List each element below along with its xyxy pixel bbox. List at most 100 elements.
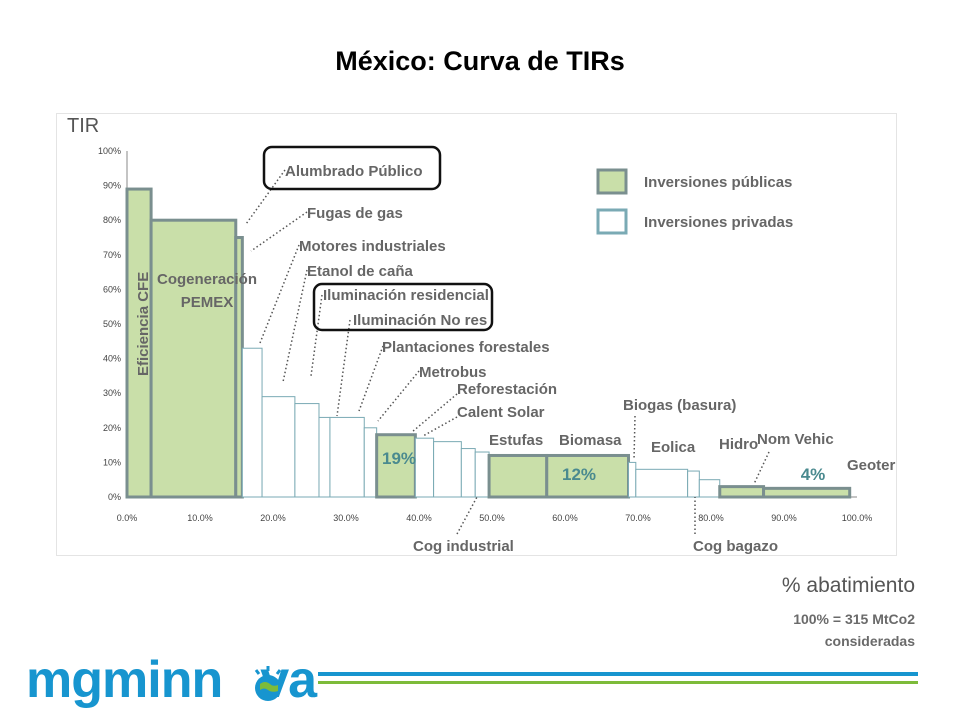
bar-8 — [363, 427, 378, 498]
bar-21 — [762, 486, 852, 499]
bar-20 — [718, 485, 766, 499]
y-tick-labels: 0% 10% 20% 30% 40% 50% 60% 70% 80% 90% 100% — [98, 146, 121, 502]
label-2: Motores industriales — [299, 238, 446, 255]
bar-10 — [414, 437, 435, 498]
leader-line-5 — [336, 319, 351, 417]
bar-value-labels: 19% 12% 4% — [382, 449, 825, 484]
bar-value-2: 4% — [801, 465, 826, 484]
label-15: Nom Vehic — [757, 431, 834, 448]
logo-text-inn: inn — [147, 651, 223, 709]
bar-14 — [487, 453, 549, 499]
x-tick-2: 20.0% — [260, 513, 286, 523]
label-1: Fugas de gas — [307, 205, 403, 222]
label-17: Cog industrial — [413, 538, 514, 555]
y-tick-2: 20% — [103, 423, 121, 433]
globe-sun-icon — [254, 666, 282, 701]
bar-1 — [149, 218, 238, 499]
footer-rule-green — [318, 681, 918, 684]
leader-line-1 — [250, 211, 308, 252]
legend-swatch-1 — [596, 208, 628, 235]
bar-18 — [687, 470, 700, 498]
bar-5 — [294, 403, 320, 498]
bar-11 — [433, 441, 462, 498]
leader-line-0 — [245, 169, 286, 225]
category-labels: Alumbrado Público Fugas de gas Motores ind… — [135, 163, 896, 555]
legend: Inversiones públicas Inversiones privadas — [596, 168, 793, 235]
bar-3 — [241, 347, 263, 498]
label-13: Eolica — [651, 439, 696, 456]
x-tick-labels: 0.0% 10.0% 20.0% 30.0% 40.0% 50.0% 60.0% 70.0% 8… — [117, 513, 873, 523]
label-11: Biomasa — [559, 432, 622, 449]
x-axis-note-line2: consideradas — [824, 633, 915, 649]
x-tick-6: 60.0% — [552, 513, 578, 523]
y-tick-3: 30% — [103, 388, 121, 398]
y-tick-9: 90% — [103, 181, 121, 191]
slide-title: México: Curva de TIRs — [335, 46, 625, 76]
legend-swatch-0 — [596, 168, 628, 195]
label-8: Reforestación — [457, 381, 557, 398]
label-14: Hidro — [719, 436, 758, 453]
leader-line-17 — [456, 496, 478, 535]
footer-rule-blue — [318, 672, 918, 676]
label-cogeneracion: Cogeneración — [157, 271, 257, 288]
bar-4 — [261, 396, 296, 498]
bar-6 — [318, 416, 331, 498]
bar-value-1: 12% — [562, 465, 596, 484]
label-12: Biogas (basura) — [623, 397, 736, 414]
y-tick-7: 70% — [103, 250, 121, 260]
bars-layer — [125, 187, 852, 499]
label-5: Iluminación No res — [353, 312, 487, 329]
y-tick-1: 10% — [103, 457, 121, 467]
label-16: Geotermia — [847, 457, 896, 474]
bar-15 — [545, 453, 631, 499]
legend-label-1: Inversiones privadas — [644, 214, 793, 231]
bar-12 — [460, 448, 476, 498]
x-tick-4: 40.0% — [406, 513, 432, 523]
leader-line-6 — [358, 345, 384, 412]
leader-line-3 — [282, 269, 308, 383]
callout-box-alumbrado — [262, 145, 442, 191]
x-tick-0: 0.0% — [117, 513, 138, 523]
leader-line-9 — [422, 416, 458, 437]
y-tick-5: 50% — [103, 319, 121, 329]
leader-line-12 — [633, 415, 636, 461]
logo-text-mgm: mgm — [26, 651, 148, 709]
callout-boxes — [262, 145, 494, 332]
bar-13 — [474, 451, 490, 498]
label-7: Metrobus — [419, 364, 487, 381]
leader-line-8 — [411, 393, 458, 433]
bar-19 — [698, 479, 721, 498]
label-6: Plantaciones forestales — [382, 339, 550, 356]
label-10: Estufas — [489, 432, 543, 449]
callout-box-iluminacion — [312, 282, 494, 332]
bar-7 — [329, 416, 365, 498]
legend-label-0: Inversiones públicas — [644, 174, 792, 191]
x-tick-10: 100.0% — [842, 513, 873, 523]
bar-16 — [628, 461, 637, 498]
x-axis-label: % abatimiento — [781, 574, 915, 597]
label-4: Iluminación residencial — [323, 287, 489, 304]
label-3: Etanol de caña — [307, 263, 414, 280]
label-18: Cog bagazo — [693, 538, 778, 555]
y-tick-0: 0% — [108, 492, 121, 502]
bar-17 — [635, 468, 689, 498]
leader-line-7 — [377, 370, 420, 422]
y-tick-8: 80% — [103, 215, 121, 225]
y-tick-4: 40% — [103, 354, 121, 364]
x-axis-note-line1: 100% = 315 MtCo2 — [793, 611, 915, 627]
irr-curve-chart: TIR 0% 10% 20% 30% 40% 50% 60% 70% 80% 90% 100% 0.… — [67, 115, 896, 555]
leader-line-2 — [259, 244, 300, 344]
x-tick-3: 30.0% — [333, 513, 359, 523]
y-tick-10: 100% — [98, 146, 121, 156]
x-tick-9: 90.0% — [771, 513, 797, 523]
label-pemex: PEMEX — [181, 294, 234, 311]
y-axis-label: TIR — [67, 115, 99, 137]
x-tick-7: 70.0% — [625, 513, 651, 523]
leader-line-4 — [310, 294, 323, 377]
bar-value-0: 19% — [382, 449, 416, 468]
y-tick-6: 60% — [103, 284, 121, 294]
leader-line-15 — [753, 451, 770, 485]
label-eficiencia-cfe: Eficiencia CFE — [135, 272, 152, 376]
label-9: Calent Solar — [457, 404, 545, 421]
x-tick-1: 10.0% — [187, 513, 213, 523]
